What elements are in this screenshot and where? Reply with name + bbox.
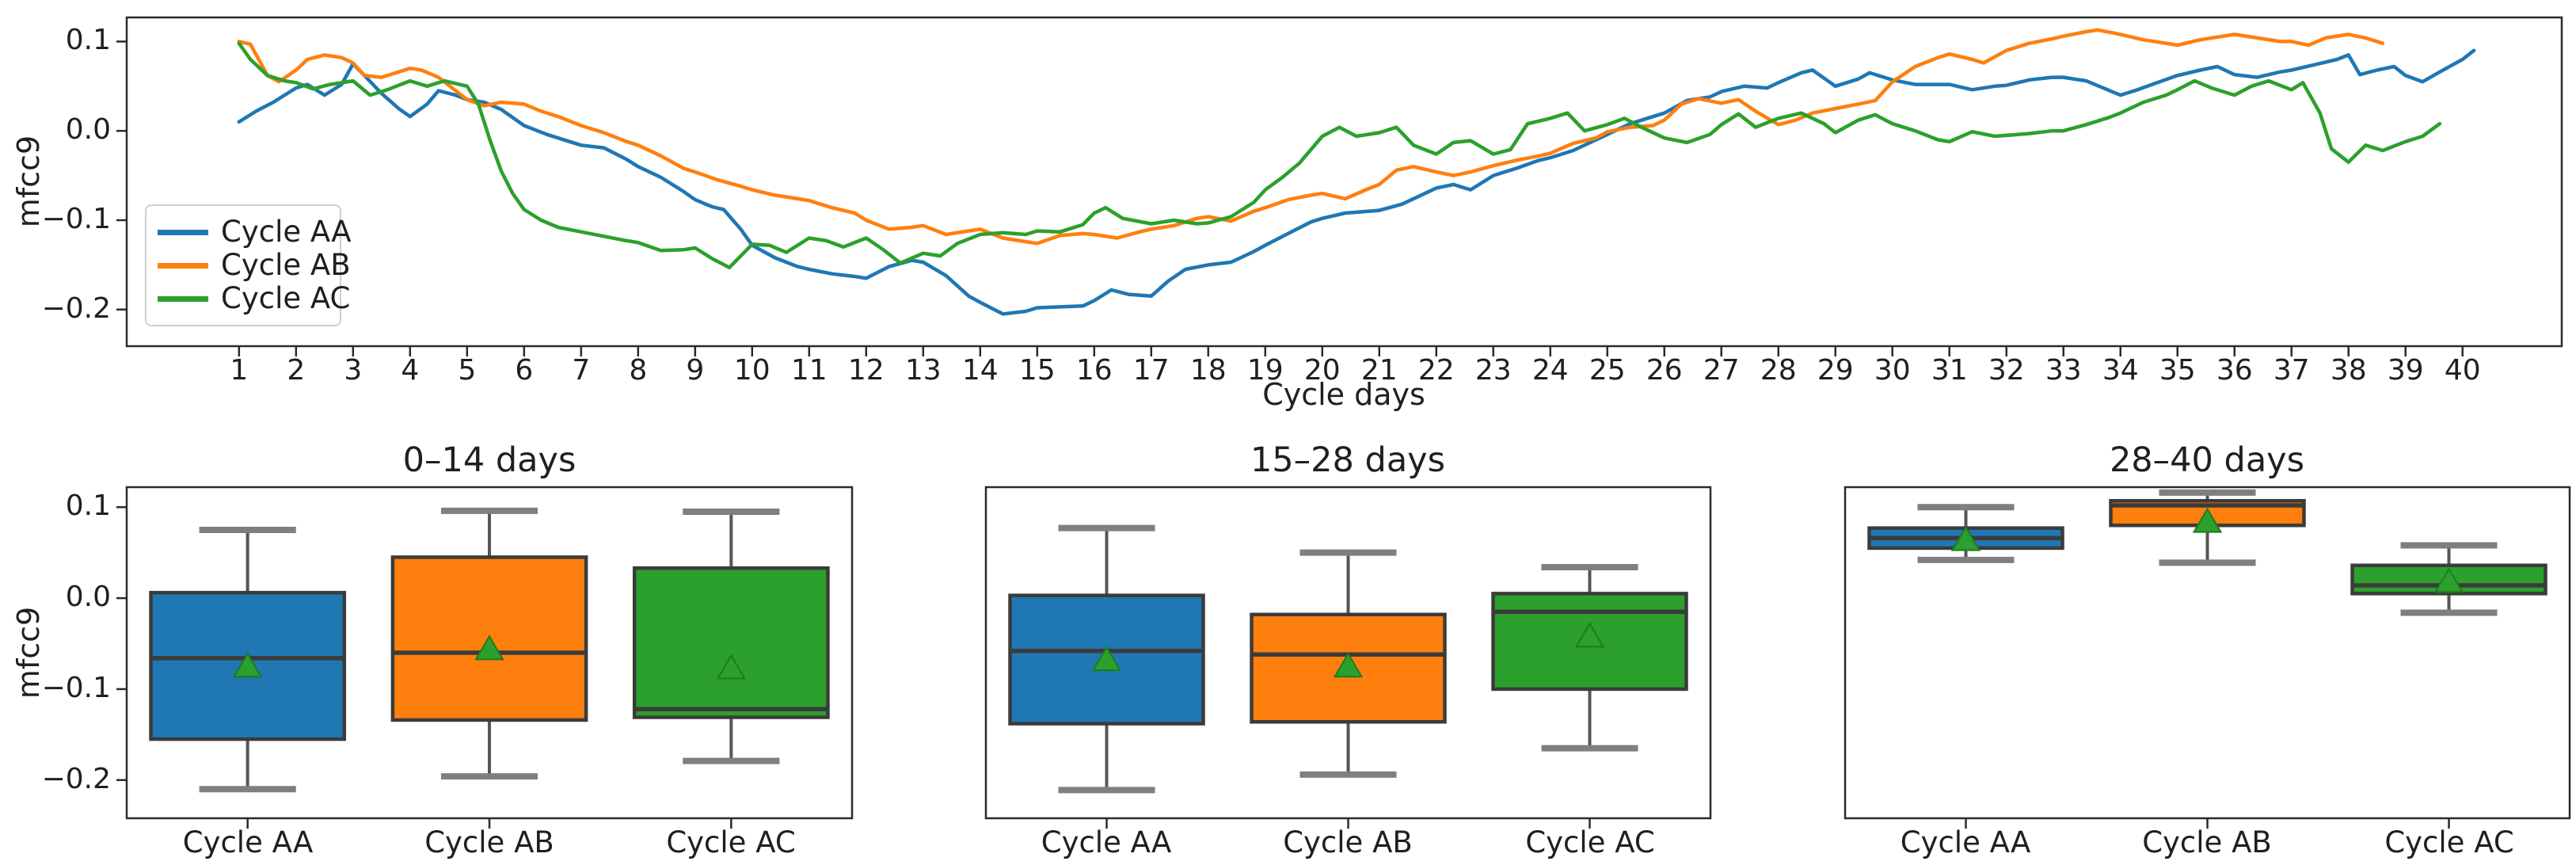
tick-label: 8 — [629, 354, 648, 387]
tick-label: 38 — [2330, 354, 2367, 387]
legend-label: Cycle AB — [221, 248, 351, 282]
tick-label: 7 — [572, 354, 591, 387]
tick-label: 32 — [1988, 354, 2025, 387]
tick-label: 5 — [458, 354, 477, 387]
tick-label: 4 — [401, 354, 420, 387]
tick-label: 27 — [1703, 354, 1740, 387]
tick-label: 3 — [344, 354, 363, 387]
legend-line-swatch-green — [158, 295, 208, 302]
tick-label: 0.1 — [65, 24, 111, 57]
category-label: Cycle AA — [182, 825, 314, 859]
tick-label: 2 — [287, 354, 306, 387]
category-label: Cycle AC — [1525, 825, 1655, 859]
tick-label: 24 — [1532, 354, 1569, 387]
category-label: Cycle AC — [666, 825, 796, 859]
tick-label: 39 — [2387, 354, 2424, 387]
tick-label: 40 — [2444, 354, 2481, 387]
tick-label: 9 — [686, 354, 705, 387]
tick-label: 22 — [1417, 354, 1455, 387]
category-label: Cycle AA — [1900, 825, 2031, 859]
tick-label: 14 — [961, 354, 999, 387]
subplot-title-28-40-days: 28–40 days — [2109, 440, 2305, 480]
category-label: Cycle AB — [1283, 825, 1413, 859]
tick-label: 37 — [2273, 354, 2310, 387]
subplot-title-15-28-days: 15–28 days — [1250, 440, 1446, 480]
tick-label: 25 — [1589, 354, 1626, 387]
tick-label: 23 — [1474, 354, 1512, 387]
tick-label: 21 — [1360, 354, 1398, 387]
legend-label: Cycle AC — [221, 281, 351, 315]
tick-label: −0.2 — [41, 292, 111, 325]
legend-label: Cycle AA — [221, 215, 352, 249]
tick-label: 36 — [2216, 354, 2253, 387]
tick-label: 29 — [1817, 354, 1854, 387]
legend: Cycle AA Cycle AB Cycle AC — [145, 204, 352, 326]
tick-label: 13 — [904, 354, 942, 387]
tick-label: 34 — [2102, 354, 2139, 387]
tick-label: 1 — [230, 354, 249, 387]
tick-label: 0.0 — [65, 581, 111, 614]
category-label: Cycle AB — [424, 825, 554, 859]
tick-label: 19 — [1246, 354, 1284, 387]
tick-label: 28 — [1760, 354, 1797, 387]
tick-label: 17 — [1132, 354, 1170, 387]
tick-label: 0.1 — [65, 490, 111, 523]
category-label: Cycle AC — [2384, 825, 2514, 859]
legend-item-cycle-ab: Cycle AB — [158, 249, 351, 282]
tick-label: 26 — [1646, 354, 1683, 387]
tick-label: 18 — [1189, 354, 1227, 387]
tick-label: 0.0 — [65, 113, 111, 147]
category-label: Cycle AB — [2142, 825, 2272, 859]
subplot-title-0-14-days: 0–14 days — [402, 440, 576, 480]
tick-label: 15 — [1018, 354, 1056, 387]
tick-label: 12 — [847, 354, 885, 387]
tick-label: 33 — [2045, 354, 2082, 387]
tick-label: −0.1 — [41, 671, 111, 704]
tick-label: 30 — [1874, 354, 1911, 387]
tick-label: 11 — [790, 354, 828, 387]
tick-label: 16 — [1075, 354, 1113, 387]
tick-label: −0.2 — [41, 762, 111, 795]
tick-label: 35 — [2159, 354, 2196, 387]
tick-label: 31 — [1931, 354, 1968, 387]
tick-label: 6 — [515, 354, 534, 387]
tick-label: 10 — [733, 354, 771, 387]
category-label: Cycle AA — [1041, 825, 1172, 859]
legend-item-cycle-ac: Cycle AC — [158, 282, 350, 315]
legend-line-swatch-orange — [158, 262, 208, 269]
line-chart-x-axis-label: Cycle days — [1262, 377, 1425, 412]
legend-line-swatch-blue — [158, 229, 208, 235]
tick-label: 20 — [1303, 354, 1341, 387]
legend-item-cycle-aa: Cycle AA — [158, 215, 352, 249]
tick-label: −0.1 — [41, 202, 111, 235]
